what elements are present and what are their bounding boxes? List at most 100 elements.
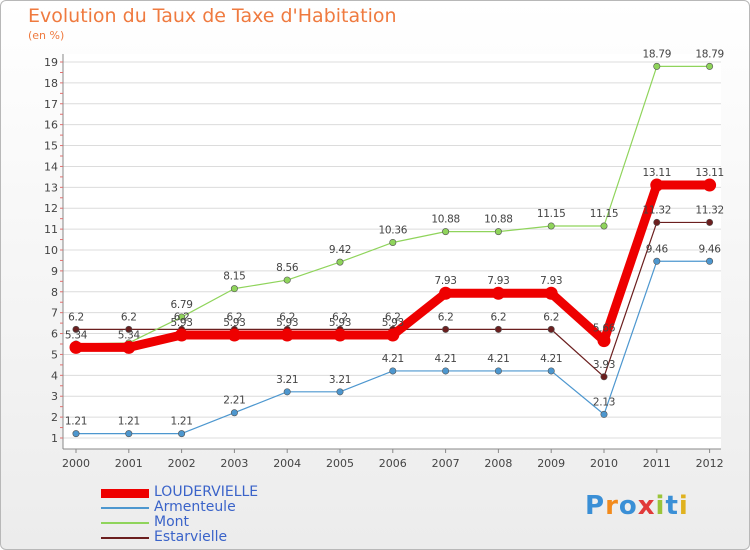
data-label: 6.2 bbox=[490, 311, 506, 323]
data-label: 6.2 bbox=[174, 311, 190, 323]
legend-label: Estarvielle bbox=[154, 529, 228, 545]
y-tick-label: 3 bbox=[51, 390, 58, 403]
data-point bbox=[230, 285, 238, 293]
chart-title: Evolution du Taux de Taxe d'Habitation bbox=[28, 5, 397, 27]
legend-label: Mont bbox=[154, 514, 190, 530]
data-label: 11.15 bbox=[590, 208, 619, 220]
x-tick-label: 2006 bbox=[379, 457, 407, 470]
legend-label: Armenteule bbox=[154, 499, 236, 515]
data-point bbox=[336, 388, 344, 396]
x-tick-label: 2004 bbox=[273, 457, 301, 470]
data-label: 5.93 bbox=[171, 317, 193, 329]
data-point bbox=[653, 62, 661, 70]
data-label: 5.34 bbox=[118, 329, 141, 341]
data-label: 6.2 bbox=[332, 311, 348, 323]
data-point bbox=[69, 340, 83, 354]
data-label: 6.2 bbox=[68, 311, 84, 323]
data-point bbox=[125, 430, 133, 438]
data-label: 6.2 bbox=[279, 311, 295, 323]
plot-area bbox=[63, 54, 721, 449]
data-label: 5.34 bbox=[65, 329, 88, 341]
data-point bbox=[706, 257, 714, 265]
data-label: 4.21 bbox=[487, 353, 509, 365]
data-point bbox=[389, 367, 397, 375]
legend-swatch bbox=[101, 522, 149, 524]
data-point bbox=[600, 222, 608, 230]
data-label: 3.93 bbox=[593, 359, 615, 371]
data-point bbox=[280, 328, 294, 342]
data-label: 4.21 bbox=[435, 353, 457, 365]
data-point bbox=[653, 257, 661, 265]
data-point bbox=[442, 367, 450, 375]
data-label: 18.79 bbox=[695, 48, 724, 60]
x-tick-label: 2001 bbox=[115, 457, 143, 470]
data-point bbox=[175, 328, 189, 342]
data-label: 3.21 bbox=[276, 374, 298, 386]
x-tick-label: 2000 bbox=[62, 457, 90, 470]
data-point bbox=[600, 373, 608, 381]
y-tick-label: 17 bbox=[44, 98, 58, 111]
data-point bbox=[230, 409, 238, 417]
data-label: 11.15 bbox=[537, 208, 566, 220]
data-label: 5.93 bbox=[276, 317, 298, 329]
x-tick-label: 2002 bbox=[168, 457, 196, 470]
data-point bbox=[547, 367, 555, 375]
data-label: 4.21 bbox=[382, 353, 404, 365]
data-point bbox=[494, 325, 502, 333]
data-label: 6.79 bbox=[171, 299, 193, 311]
y-tick-label: 11 bbox=[44, 223, 58, 236]
x-tick-label: 2011 bbox=[643, 457, 671, 470]
data-label: 6.2 bbox=[438, 311, 454, 323]
data-point bbox=[389, 238, 397, 246]
data-label: 13.11 bbox=[695, 167, 724, 179]
x-tick-label: 2012 bbox=[696, 457, 724, 470]
data-point bbox=[597, 334, 611, 348]
data-label: 1.21 bbox=[65, 416, 87, 428]
data-label: 18.79 bbox=[643, 48, 672, 60]
data-point bbox=[653, 218, 661, 226]
x-tick-label: 2009 bbox=[537, 457, 565, 470]
x-tick-label: 2007 bbox=[432, 457, 460, 470]
data-point bbox=[178, 313, 186, 321]
legend-swatch bbox=[101, 488, 149, 498]
data-label: 8.56 bbox=[276, 262, 299, 274]
chart-subtitle: (en %) bbox=[28, 29, 65, 42]
data-label: 8.15 bbox=[223, 271, 245, 283]
data-point bbox=[72, 325, 80, 333]
data-label: 7.93 bbox=[540, 275, 562, 287]
data-label: 9.42 bbox=[329, 244, 351, 256]
data-point bbox=[442, 228, 450, 236]
data-label: 7.93 bbox=[435, 275, 457, 287]
y-tick-label: 18 bbox=[44, 77, 58, 90]
data-point bbox=[650, 178, 664, 192]
data-label: 6.2 bbox=[226, 311, 242, 323]
data-point bbox=[491, 286, 505, 300]
data-label: 9.46 bbox=[699, 243, 722, 255]
data-label: 1.21 bbox=[171, 416, 193, 428]
data-label: 10.36 bbox=[379, 224, 408, 236]
data-point bbox=[706, 62, 714, 70]
y-tick-label: 9 bbox=[51, 265, 58, 278]
data-label: 3.21 bbox=[329, 374, 351, 386]
y-tick-label: 1 bbox=[51, 432, 58, 445]
data-label: 9.46 bbox=[646, 243, 669, 255]
data-label: 6.2 bbox=[121, 311, 137, 323]
y-tick-label: 2 bbox=[51, 411, 58, 424]
x-tick-label: 2010 bbox=[590, 457, 618, 470]
data-point bbox=[706, 218, 714, 226]
y-tick-label: 15 bbox=[44, 140, 58, 153]
data-label: 7.93 bbox=[487, 275, 509, 287]
data-point bbox=[122, 340, 136, 354]
data-point bbox=[386, 328, 400, 342]
x-tick-label: 2008 bbox=[484, 457, 512, 470]
data-point bbox=[547, 325, 555, 333]
y-tick-label: 7 bbox=[51, 307, 58, 320]
data-label: 5.66 bbox=[593, 323, 616, 335]
y-tick-label: 14 bbox=[44, 160, 58, 173]
y-tick-label: 4 bbox=[51, 369, 58, 382]
data-label: 5.93 bbox=[223, 317, 245, 329]
y-tick-label: 10 bbox=[44, 244, 58, 257]
data-point bbox=[178, 430, 186, 438]
